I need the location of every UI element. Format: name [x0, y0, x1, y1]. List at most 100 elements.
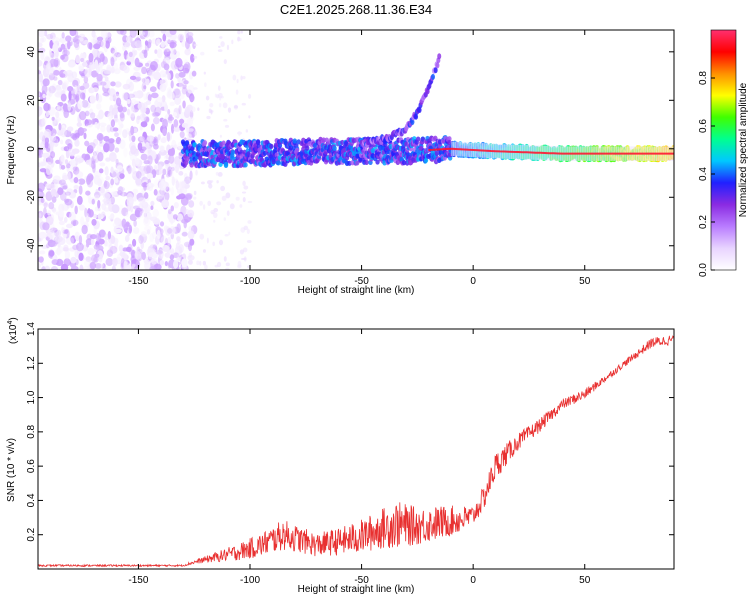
noise-blob	[154, 49, 158, 54]
noise-blob	[128, 51, 133, 58]
noise-blob	[164, 261, 169, 267]
carrier-blob	[434, 150, 440, 156]
noise-blob	[38, 30, 45, 38]
noise-blob	[132, 91, 139, 99]
spectrogram-heatmap	[38, 30, 674, 270]
noise-blob	[43, 207, 47, 217]
noise-blob	[73, 85, 78, 94]
noise-blob	[154, 106, 162, 117]
noise-blob	[130, 125, 135, 136]
noise-blob	[70, 151, 76, 156]
noise-blob	[110, 178, 115, 186]
noise-blob	[150, 205, 154, 210]
noise-blob	[48, 91, 53, 97]
noise-blob	[110, 47, 115, 54]
noise-blob	[54, 118, 59, 124]
noise-blob	[81, 61, 88, 67]
noise-blob	[93, 138, 99, 146]
noise-blob	[188, 225, 194, 232]
colorbar	[710, 29, 737, 271]
noise-blob	[70, 132, 77, 139]
noise-blob	[112, 257, 118, 267]
noise-blob	[40, 51, 45, 61]
noise-blob	[159, 260, 165, 266]
noise-blob	[187, 259, 193, 265]
noise-blob	[161, 199, 170, 208]
noise-blob	[166, 91, 175, 100]
noise-blob	[162, 33, 167, 42]
noise-blob	[148, 252, 155, 258]
noise-blob	[168, 154, 175, 164]
noise-blob	[155, 96, 163, 103]
noise-blob	[223, 59, 227, 65]
noise-blob	[156, 48, 163, 59]
noise-blob	[240, 30, 243, 34]
noise-blob	[227, 107, 232, 113]
noise-blob	[88, 52, 94, 63]
noise-blob	[134, 251, 142, 260]
noise-blob	[144, 167, 153, 174]
noise-blob	[181, 231, 188, 237]
noise-blob	[153, 217, 161, 226]
noise-blob	[175, 164, 179, 174]
noise-blob	[146, 229, 151, 235]
noise-blob	[52, 36, 60, 45]
y-tick-label: -40	[26, 238, 37, 253]
noise-blob	[181, 122, 189, 128]
noise-blob	[75, 95, 79, 102]
noise-blob	[84, 68, 92, 78]
noise-blob	[193, 44, 198, 47]
noise-blob	[218, 45, 221, 48]
noise-blob	[118, 125, 122, 135]
noise-blob	[88, 142, 96, 150]
noise-blob	[189, 95, 195, 102]
noise-blob	[105, 40, 110, 49]
noise-blob	[123, 262, 131, 270]
noise-blob	[169, 254, 175, 260]
noise-blob	[72, 166, 78, 171]
noise-blob	[46, 86, 52, 96]
noise-blob	[51, 116, 55, 121]
noise-blob	[64, 250, 71, 260]
carrier-blob	[271, 159, 276, 165]
noise-blob	[153, 138, 158, 144]
carrier-blob	[340, 139, 345, 146]
noise-blob	[85, 119, 93, 126]
noise-blob	[39, 250, 46, 255]
noise-blob	[226, 210, 230, 216]
noise-blob	[94, 121, 99, 128]
noise-blob	[99, 122, 107, 127]
noise-blob	[94, 206, 99, 212]
noise-blob	[164, 191, 170, 202]
noise-blob	[65, 35, 72, 42]
noise-blob	[67, 61, 76, 68]
noise-blob	[149, 86, 157, 93]
noise-blob	[175, 242, 180, 250]
noise-blob	[187, 209, 195, 218]
noise-blob	[94, 253, 100, 258]
carrier-blob	[230, 149, 236, 155]
noise-blob	[157, 164, 162, 171]
noise-blob	[114, 132, 119, 138]
noise-blob	[43, 202, 48, 208]
snr-x-axis-label: Height of straight line (km)	[298, 584, 415, 595]
noise-blob	[187, 230, 195, 240]
noise-blob	[169, 30, 177, 35]
noise-blob	[66, 163, 71, 169]
chart-title: C2E1.2025.268.11.36.E34	[280, 2, 432, 17]
x-tick-label: -100	[240, 276, 260, 287]
noise-blob	[151, 111, 160, 118]
noise-blob	[202, 204, 206, 210]
noise-blob	[150, 73, 154, 81]
noise-blob	[175, 73, 180, 79]
noise-blob	[189, 106, 196, 113]
noise-blob	[94, 59, 99, 70]
noise-blob	[103, 69, 112, 75]
noise-blob	[86, 145, 94, 154]
noise-blob	[149, 61, 158, 71]
noise-blob	[143, 165, 151, 175]
noise-blob	[139, 113, 147, 122]
noise-blob	[189, 93, 195, 103]
noise-blob	[219, 134, 222, 138]
noise-blob	[153, 188, 158, 196]
